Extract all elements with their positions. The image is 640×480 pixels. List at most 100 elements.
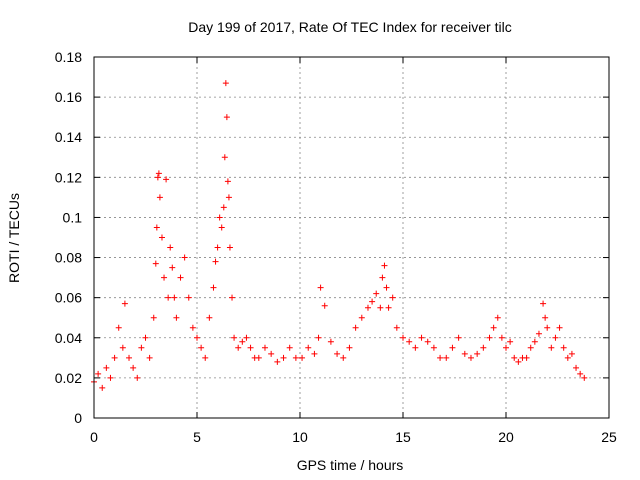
data-point [185,294,192,301]
data-point [352,324,359,331]
plot-frame [93,56,610,419]
data-point [581,374,588,381]
data-points [91,80,588,391]
data-point [383,284,390,291]
data-point [389,294,396,301]
data-point [226,244,233,251]
data-point [268,350,275,357]
data-point [161,274,168,281]
data-point [286,344,293,351]
data-point [467,354,474,361]
data-point [134,374,141,381]
data-point [165,294,172,301]
data-point [169,264,176,271]
data-point [99,384,106,391]
chart-title: Day 199 of 2017, Rate Of TEC Index for r… [188,19,511,35]
data-point [507,338,514,345]
y-tick-label: 0 [74,410,82,426]
data-point [544,324,551,331]
data-point [167,244,174,251]
data-point [239,338,246,345]
data-point [305,344,312,351]
data-point [490,324,497,331]
data-point [377,304,384,311]
data-point [222,80,229,87]
data-point [321,302,328,309]
data-point [486,334,493,341]
data-point [261,344,268,351]
data-point [214,244,221,251]
data-point [221,154,228,161]
data-point [103,364,110,371]
data-point [418,334,425,341]
data-point [171,294,178,301]
data-point [455,334,462,341]
data-point [503,344,509,351]
data-point [231,334,238,341]
y-tick-label: 0.02 [55,370,82,386]
x-tick-label: 20 [498,429,514,445]
data-point [274,358,281,365]
y-tick-label: 0.06 [55,290,82,306]
data-point [311,350,318,357]
data-point [494,314,501,321]
data-point [229,294,236,301]
data-point [198,344,205,351]
data-point [364,304,371,311]
data-point [556,324,563,331]
data-point [218,224,225,231]
data-point [552,334,559,341]
data-point [95,370,102,377]
data-point [119,344,126,351]
x-tick-label: 5 [193,429,201,445]
data-point [206,314,213,321]
data-point [243,334,250,341]
data-point [210,284,217,291]
data-point [235,344,242,351]
data-point [224,178,231,185]
data-point [527,344,534,351]
data-point [573,364,580,371]
data-point [247,344,254,351]
data-point [474,350,481,357]
data-point [381,262,388,269]
data-point [194,334,200,341]
data-point [443,354,450,361]
data-point [173,314,180,321]
data-point [393,324,400,331]
x-axis-label: GPS time / hours [297,457,404,473]
data-point [560,344,567,351]
data-point [138,344,145,351]
data-point [437,354,444,361]
data-point [111,354,118,361]
data-point [480,344,487,351]
data-point [346,344,353,351]
data-point [564,354,571,361]
data-point [373,290,380,297]
data-point [121,300,128,307]
data-point [155,170,162,177]
data-point [220,204,227,211]
data-point [154,174,161,181]
data-point [535,330,542,337]
data-point [107,374,114,381]
data-point [327,338,334,345]
data-point [358,314,365,321]
data-point [542,314,549,321]
data-point [548,344,555,351]
x-tick-label: 25 [601,429,617,445]
data-point [369,298,376,305]
x-tick-label: 15 [395,429,411,445]
data-point [511,354,518,361]
data-point [292,354,299,361]
data-point [334,350,341,357]
data-point [379,274,386,281]
y-tick-label: 0.04 [55,330,82,346]
data-point [430,344,437,351]
y-axis-ticks: 0 0.02 0.04 0.06 0.08 0.1 0.12 0.14 0.16 0.18 [55,49,609,426]
y-tick-label: 0.12 [55,169,82,185]
data-point [498,334,505,341]
data-point [216,214,223,221]
data-point [163,176,170,183]
data-point [568,350,575,357]
